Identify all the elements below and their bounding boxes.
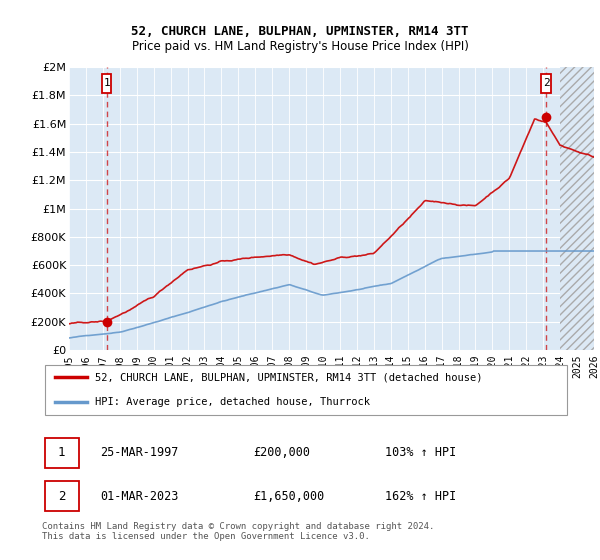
Text: 01-MAR-2023: 01-MAR-2023 (100, 489, 178, 503)
FancyBboxPatch shape (44, 481, 79, 511)
Text: 1: 1 (103, 78, 110, 88)
Text: 1: 1 (58, 446, 65, 459)
Text: £1,650,000: £1,650,000 (253, 489, 325, 503)
FancyBboxPatch shape (541, 74, 551, 92)
Text: 2: 2 (542, 78, 550, 88)
Text: 25-MAR-1997: 25-MAR-1997 (100, 446, 178, 459)
Text: 103% ↑ HPI: 103% ↑ HPI (385, 446, 457, 459)
Text: 52, CHURCH LANE, BULPHAN, UPMINSTER, RM14 3TT: 52, CHURCH LANE, BULPHAN, UPMINSTER, RM1… (131, 25, 469, 38)
Text: 2: 2 (58, 489, 65, 503)
FancyBboxPatch shape (102, 74, 112, 92)
FancyBboxPatch shape (44, 365, 568, 415)
Bar (560, 67, 594, 350)
Text: HPI: Average price, detached house, Thurrock: HPI: Average price, detached house, Thur… (95, 398, 370, 407)
Text: £200,000: £200,000 (253, 446, 310, 459)
Text: Price paid vs. HM Land Registry's House Price Index (HPI): Price paid vs. HM Land Registry's House … (131, 40, 469, 53)
FancyBboxPatch shape (44, 438, 79, 468)
Text: 162% ↑ HPI: 162% ↑ HPI (385, 489, 457, 503)
Text: Contains HM Land Registry data © Crown copyright and database right 2024.
This d: Contains HM Land Registry data © Crown c… (42, 522, 434, 542)
Text: 52, CHURCH LANE, BULPHAN, UPMINSTER, RM14 3TT (detached house): 52, CHURCH LANE, BULPHAN, UPMINSTER, RM1… (95, 372, 482, 382)
